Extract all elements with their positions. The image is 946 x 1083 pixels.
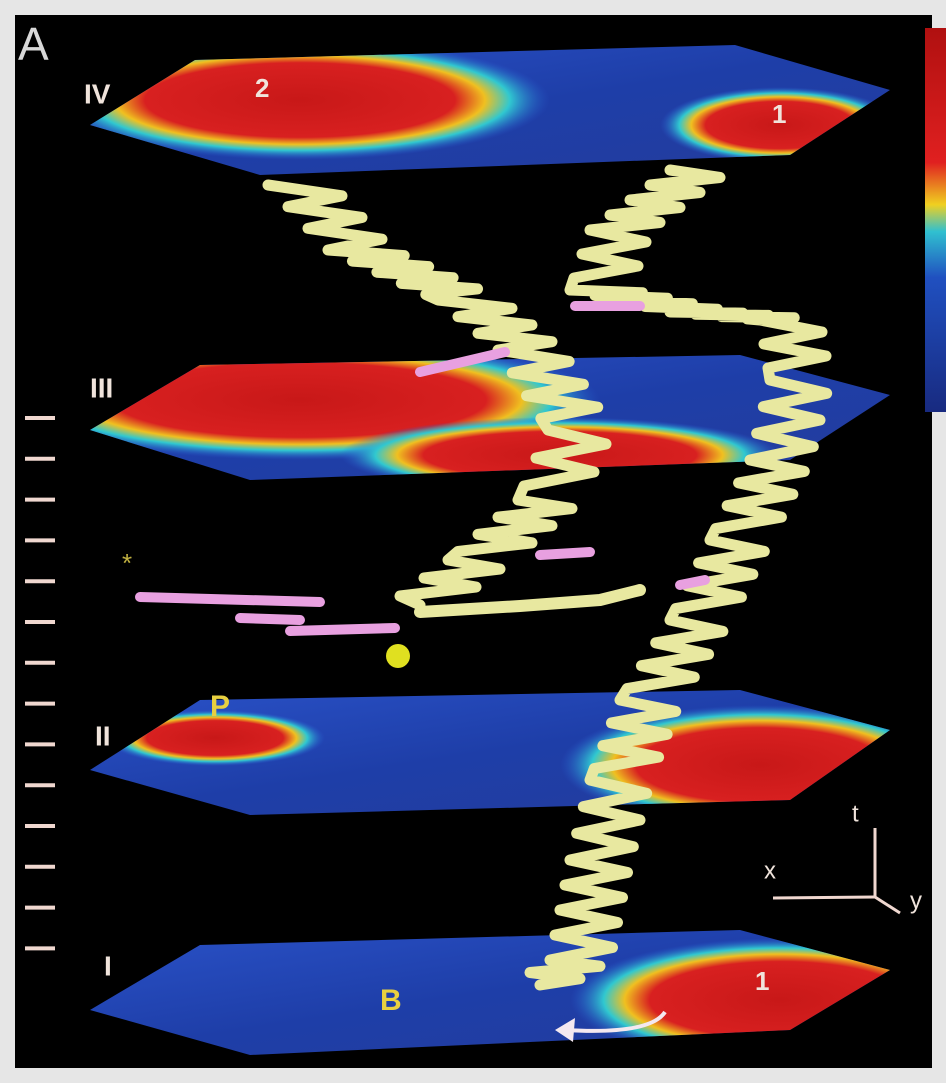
plane-label: II <box>95 720 111 751</box>
region-label: 1 <box>772 99 786 129</box>
panel-label: A <box>18 18 49 70</box>
trajectory-segment <box>680 580 705 585</box>
plane-label: IV <box>84 78 111 109</box>
axis-label: x <box>764 857 776 884</box>
axis-label: y <box>910 887 922 914</box>
region-label: P <box>210 690 230 723</box>
color-bar <box>925 28 946 412</box>
plane-label: I <box>104 950 112 981</box>
axis-label: t <box>852 800 859 827</box>
trajectory-segment <box>140 597 320 602</box>
start-point <box>386 644 410 668</box>
region-label: 1 <box>755 966 769 996</box>
figure: A IV 2 1 III II P I B 1 * t x y <box>0 0 946 1083</box>
trajectory-segment <box>540 552 590 555</box>
asterisk: * <box>122 548 132 578</box>
x-axis <box>773 897 875 898</box>
panel-background <box>15 15 932 1068</box>
trajectory-segment <box>290 628 395 631</box>
trajectory-segment <box>240 618 300 620</box>
plane-label: III <box>90 372 113 403</box>
region-label: B <box>380 984 402 1017</box>
region-label: 2 <box>255 73 269 103</box>
page: { "panel": {"label": "A"}, "planes": [ {… <box>0 0 946 1083</box>
